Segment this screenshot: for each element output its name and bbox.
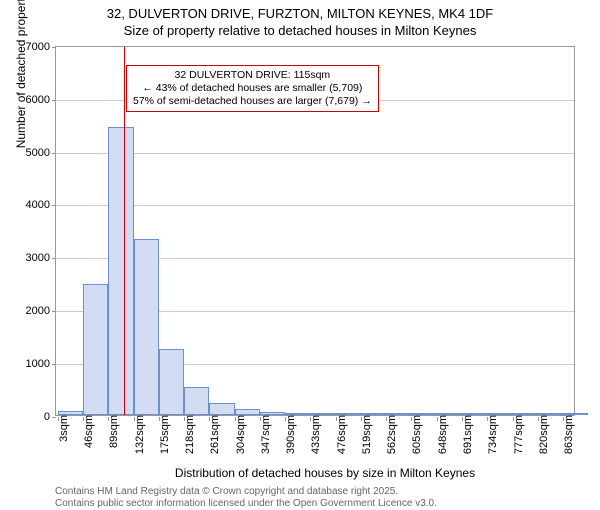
x-tick-mark (310, 417, 311, 421)
x-tick-label: 820sqm (538, 415, 550, 454)
histogram-plot: Number of detached properties 0100020003… (55, 46, 575, 416)
x-tick-mark (386, 417, 387, 421)
histogram-bar (83, 284, 108, 415)
x-tick-label: 562sqm (386, 415, 398, 454)
y-tick-mark (52, 47, 56, 48)
x-tick-label: 691sqm (462, 415, 474, 454)
x-axis-label: Distribution of detached houses by size … (50, 466, 600, 480)
reference-line (124, 47, 125, 415)
x-tick-mark (487, 417, 488, 421)
y-tick-mark (52, 153, 56, 154)
histogram-bar (108, 127, 133, 415)
annotation-box: 32 DULVERTON DRIVE: 115sqm← 43% of detac… (126, 65, 379, 112)
x-tick-label: 89sqm (108, 415, 120, 448)
gridline (56, 205, 574, 206)
x-tick-mark (437, 417, 438, 421)
x-tick-label: 519sqm (361, 415, 373, 454)
x-tick-mark (411, 417, 412, 421)
y-tick-mark (52, 100, 56, 101)
histogram-bar (184, 387, 209, 414)
x-tick-mark (563, 417, 564, 421)
histogram-bar (209, 403, 234, 415)
x-tick-mark (361, 417, 362, 421)
y-tick-mark (52, 417, 56, 418)
y-tick-mark (52, 258, 56, 259)
x-tick-label: 218sqm (184, 415, 196, 454)
x-tick-mark (83, 417, 84, 421)
x-tick-mark (285, 417, 286, 421)
chart-container: 32, DULVERTON DRIVE, FURZTON, MILTON KEY… (0, 0, 600, 500)
y-tick-mark (52, 205, 56, 206)
x-tick-label: 46sqm (83, 415, 95, 448)
x-tick-mark (184, 417, 185, 421)
x-tick-label: 132sqm (134, 415, 146, 454)
x-tick-label: 261sqm (209, 415, 221, 454)
x-tick-label: 3sqm (58, 415, 70, 442)
x-tick-label: 433sqm (310, 415, 322, 454)
histogram-bar (134, 239, 159, 414)
histogram-bar (159, 349, 184, 415)
annotation-line: 32 DULVERTON DRIVE: 115sqm (133, 69, 372, 82)
x-tick-label: 304sqm (235, 415, 247, 454)
x-tick-mark (58, 417, 59, 421)
x-tick-label: 777sqm (513, 415, 525, 454)
x-tick-label: 347sqm (260, 415, 272, 454)
attribution-footer: Contains HM Land Registry data © Crown c… (55, 486, 600, 510)
footer-line1: Contains HM Land Registry data © Crown c… (55, 486, 600, 498)
y-tick-mark (52, 364, 56, 365)
x-tick-mark (260, 417, 261, 421)
x-tick-mark (538, 417, 539, 421)
x-tick-mark (513, 417, 514, 421)
x-tick-mark (209, 417, 210, 421)
x-tick-mark (235, 417, 236, 421)
y-axis-label: Number of detached properties (14, 0, 28, 148)
chart-title-line2: Size of property relative to detached ho… (0, 23, 600, 38)
gridline (56, 153, 574, 154)
x-tick-mark (336, 417, 337, 421)
x-tick-label: 605sqm (411, 415, 423, 454)
chart-title-line1: 32, DULVERTON DRIVE, FURZTON, MILTON KEY… (0, 0, 600, 23)
x-tick-mark (134, 417, 135, 421)
y-tick-mark (52, 311, 56, 312)
x-tick-label: 175sqm (159, 415, 171, 454)
x-tick-mark (108, 417, 109, 421)
annotation-line: 57% of semi-detached houses are larger (… (133, 95, 372, 108)
x-tick-label: 648sqm (437, 415, 449, 454)
annotation-line: ← 43% of detached houses are smaller (5,… (133, 82, 372, 95)
x-tick-mark (159, 417, 160, 421)
x-tick-label: 390sqm (285, 415, 297, 454)
x-tick-label: 476sqm (336, 415, 348, 454)
x-tick-label: 863sqm (563, 415, 575, 454)
x-tick-mark (462, 417, 463, 421)
x-tick-label: 734sqm (487, 415, 499, 454)
